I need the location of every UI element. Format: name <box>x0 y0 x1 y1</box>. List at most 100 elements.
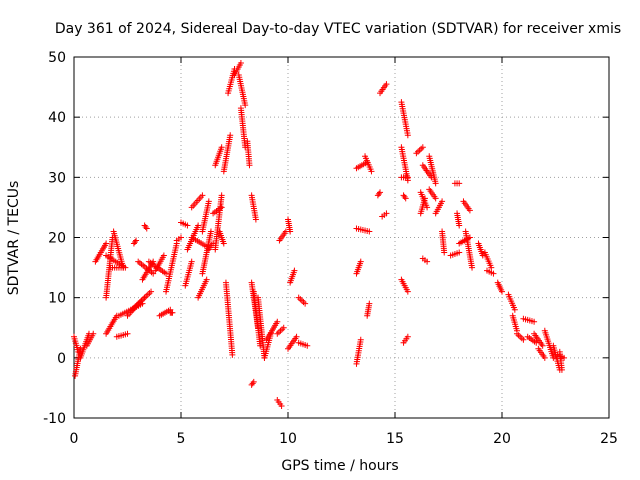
data-point <box>278 402 285 409</box>
data-point <box>377 189 384 196</box>
data-point <box>291 267 298 274</box>
data-point <box>77 345 84 352</box>
data-point <box>479 252 486 259</box>
x-axis-label: GPS time / hours <box>281 458 398 474</box>
grid <box>74 57 609 418</box>
data-point <box>220 240 227 247</box>
data-point <box>456 249 463 256</box>
data-point <box>195 222 202 229</box>
y-tick-label: 50 <box>48 50 66 66</box>
x-tick-label: 20 <box>493 431 511 447</box>
data-point <box>207 228 214 235</box>
data-point <box>419 144 426 151</box>
data-point <box>357 258 364 265</box>
data-point <box>561 354 568 361</box>
x-tick-label: 5 <box>177 431 186 447</box>
chart-title: Day 361 of 2024, Sidereal Day-to-day VTE… <box>55 21 621 37</box>
data-point <box>383 210 390 217</box>
data-point <box>163 270 170 277</box>
y-tick-label: -10 <box>43 411 66 427</box>
data-point <box>456 180 463 187</box>
y-tick-label: 30 <box>48 170 66 186</box>
data-point <box>150 270 157 277</box>
data-point <box>178 234 184 241</box>
x-tick-label: 15 <box>386 431 404 447</box>
data-point <box>169 309 176 316</box>
data-point <box>131 239 138 246</box>
data-point <box>203 276 210 283</box>
data-point <box>511 306 518 313</box>
data-point <box>404 132 411 139</box>
data-point <box>432 195 439 202</box>
data-point <box>227 132 234 139</box>
data-point <box>421 195 428 202</box>
data-point <box>120 264 127 271</box>
data-point <box>404 333 411 340</box>
data-point <box>218 192 225 199</box>
data-point <box>90 330 97 337</box>
data-point <box>249 380 256 387</box>
data-point <box>188 258 195 265</box>
x-tick-label: 25 <box>600 431 618 447</box>
data-point <box>383 81 390 88</box>
data-point <box>404 288 411 295</box>
data-point <box>304 342 311 349</box>
data-point <box>469 264 476 271</box>
data-point <box>133 237 140 244</box>
data-point <box>456 222 463 229</box>
data-points <box>71 60 568 409</box>
y-tick-label: 0 <box>57 351 66 367</box>
data-point <box>357 336 364 343</box>
data-point <box>124 330 131 337</box>
data-point <box>401 193 408 200</box>
data-point <box>250 378 257 385</box>
data-point <box>229 351 236 358</box>
data-point <box>539 342 546 349</box>
data-point <box>466 234 473 241</box>
data-point <box>92 258 99 265</box>
y-tick-label: 40 <box>48 110 66 126</box>
data-point <box>246 162 253 169</box>
data-point <box>424 258 431 265</box>
data-point <box>205 198 212 205</box>
data-point <box>402 195 409 202</box>
data-point <box>142 223 149 230</box>
data-point <box>490 270 497 277</box>
data-point <box>466 207 473 214</box>
data-point <box>160 252 167 259</box>
data-point <box>242 102 249 109</box>
data-point <box>274 318 281 325</box>
data-point <box>531 318 538 325</box>
data-point <box>520 336 527 343</box>
data-point <box>252 216 259 223</box>
data-point <box>257 342 264 349</box>
plot-frame <box>73 56 610 419</box>
data-point <box>439 198 446 205</box>
data-point <box>550 354 557 361</box>
y-tick-label: 20 <box>48 231 66 247</box>
data-point <box>432 180 439 187</box>
y-axis-label: SDTVAR / TECUs <box>6 181 22 296</box>
data-point <box>218 144 225 151</box>
data-point <box>404 174 411 181</box>
data-point <box>287 228 294 235</box>
data-point <box>199 192 206 199</box>
data-point <box>375 190 382 197</box>
data-point <box>280 324 287 331</box>
data-point <box>143 225 150 232</box>
x-tick-label: 10 <box>279 431 297 447</box>
data-point <box>184 222 191 229</box>
y-tick-label: 10 <box>48 291 66 307</box>
data-point <box>293 333 300 340</box>
data-point <box>499 288 505 295</box>
data-point <box>366 300 373 307</box>
data-point <box>302 300 309 307</box>
data-point <box>366 228 373 235</box>
data-point <box>237 60 244 67</box>
data-point <box>148 288 155 295</box>
data-point <box>488 264 495 271</box>
x-tick-label: 0 <box>70 431 79 447</box>
data-point <box>441 249 448 256</box>
